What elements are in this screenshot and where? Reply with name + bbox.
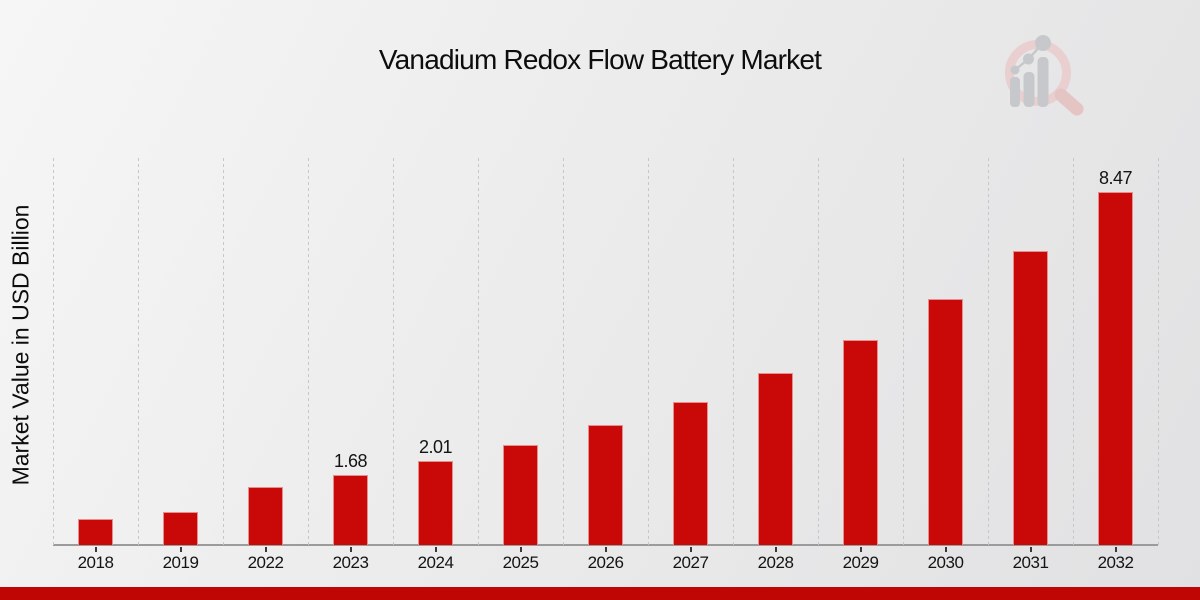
y-axis-label: Market Value in USD Billion (7, 204, 34, 486)
gridline-9 (818, 158, 819, 545)
x-axis-tick-2025 (519, 547, 522, 552)
x-axis-tick-2028 (774, 547, 777, 552)
x-axis-line (53, 544, 1158, 546)
x-axis-tick-2027 (689, 547, 692, 552)
magnifier-handle (1054, 88, 1084, 116)
bar-2029 (843, 340, 878, 545)
x-axis-tick-2031 (1029, 547, 1032, 552)
bar-2023 (333, 475, 368, 545)
value-label-2023: 1.68 (333, 451, 368, 471)
plot-area: 2018 2019 2022 2023 1.68 2024 2.01 2025 2026 2027… (53, 158, 1159, 572)
x-tick-label-2025: 2025 (502, 553, 539, 572)
chart-title: Vanadium Redox Flow Battery Market (378, 44, 822, 75)
x-axis-tick-2030 (944, 547, 947, 552)
magnifier-bar-chart-logo (1005, 35, 1084, 116)
x-axis-tick-2024 (434, 547, 437, 552)
x-tick-label-2030: 2030 (927, 553, 964, 572)
bar-2018 (78, 519, 113, 545)
gridline-3 (308, 158, 309, 545)
gridline-1 (138, 158, 139, 545)
gridline-11 (988, 158, 989, 545)
gridline-10 (903, 158, 904, 545)
x-tick-label-2024: 2024 (417, 553, 454, 572)
gridline-4 (393, 158, 394, 545)
bar-2028 (758, 373, 793, 545)
x-axis-tick-2018 (94, 547, 97, 552)
gridline-5 (478, 158, 479, 545)
x-tick-label-2028: 2028 (757, 553, 794, 572)
bar-2030 (928, 299, 963, 545)
logo-trend-dots (1010, 35, 1051, 75)
bar-2032 (1098, 192, 1133, 545)
gridline-7 (648, 158, 649, 545)
x-tick-label-2032: 2032 (1097, 553, 1134, 572)
bar-2026 (588, 425, 623, 545)
gridline-2 (223, 158, 224, 545)
gridline-12 (1073, 158, 1074, 545)
x-axis-tick-2022 (264, 547, 267, 552)
x-tick-label-2029: 2029 (842, 553, 879, 572)
gridline-0 (53, 158, 54, 545)
x-axis-tick-2023 (349, 547, 352, 552)
bar-2025 (503, 445, 538, 545)
x-axis-tick-2026 (604, 547, 607, 552)
bar-2027 (673, 402, 708, 545)
x-tick-label-2023: 2023 (332, 553, 369, 572)
value-label-2024: 2.01 (418, 437, 453, 457)
bar-2022 (248, 487, 283, 545)
x-tick-label-2022: 2022 (247, 553, 284, 572)
x-axis-tick-2029 (859, 547, 862, 552)
x-tick-label-2019: 2019 (162, 553, 199, 572)
x-tick-label-2026: 2026 (587, 553, 624, 572)
bar-2024 (418, 461, 453, 545)
value-label-2032: 8.47 (1098, 168, 1133, 188)
x-axis-tick-2019 (179, 547, 182, 552)
x-tick-label-2018: 2018 (77, 553, 114, 572)
logo-mini-bars (1010, 57, 1049, 107)
x-tick-label-2027: 2027 (672, 553, 709, 572)
gridline-6 (563, 158, 564, 545)
bar-2019 (163, 512, 198, 545)
x-tick-label-2031: 2031 (1012, 553, 1049, 572)
gridline-8 (733, 158, 734, 545)
footer-stripe (0, 587, 1200, 600)
gridline-13 (1158, 158, 1159, 545)
x-axis-tick-2032 (1114, 547, 1117, 552)
bar-2031 (1013, 251, 1048, 545)
